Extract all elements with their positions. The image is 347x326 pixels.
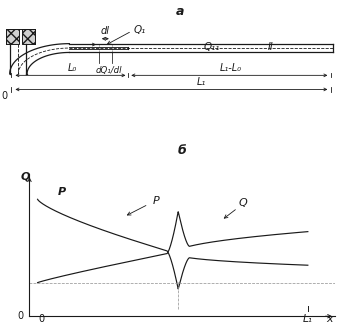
Text: II: II bbox=[268, 42, 273, 52]
Text: dl: dl bbox=[101, 26, 110, 36]
Text: 0: 0 bbox=[2, 91, 8, 101]
Text: a: a bbox=[176, 5, 185, 18]
Text: 0: 0 bbox=[17, 311, 23, 320]
Text: Q₁₁: Q₁₁ bbox=[203, 42, 220, 52]
Text: б: б bbox=[178, 144, 187, 157]
Text: P: P bbox=[153, 196, 160, 205]
Text: dQ₁/dl: dQ₁/dl bbox=[95, 66, 122, 75]
Text: P: P bbox=[58, 187, 66, 197]
Text: 0: 0 bbox=[39, 314, 45, 324]
Text: L₁-L₀: L₁-L₀ bbox=[220, 63, 242, 73]
Text: x: x bbox=[326, 314, 333, 324]
Text: Q: Q bbox=[21, 172, 30, 182]
Text: Q: Q bbox=[239, 198, 247, 208]
Text: L₁: L₁ bbox=[303, 314, 313, 324]
Text: Q₁: Q₁ bbox=[134, 25, 146, 35]
Bar bbox=[22, 29, 35, 44]
Bar bbox=[6, 29, 19, 44]
Text: L₀: L₀ bbox=[68, 63, 77, 73]
Text: L₁: L₁ bbox=[197, 77, 206, 87]
